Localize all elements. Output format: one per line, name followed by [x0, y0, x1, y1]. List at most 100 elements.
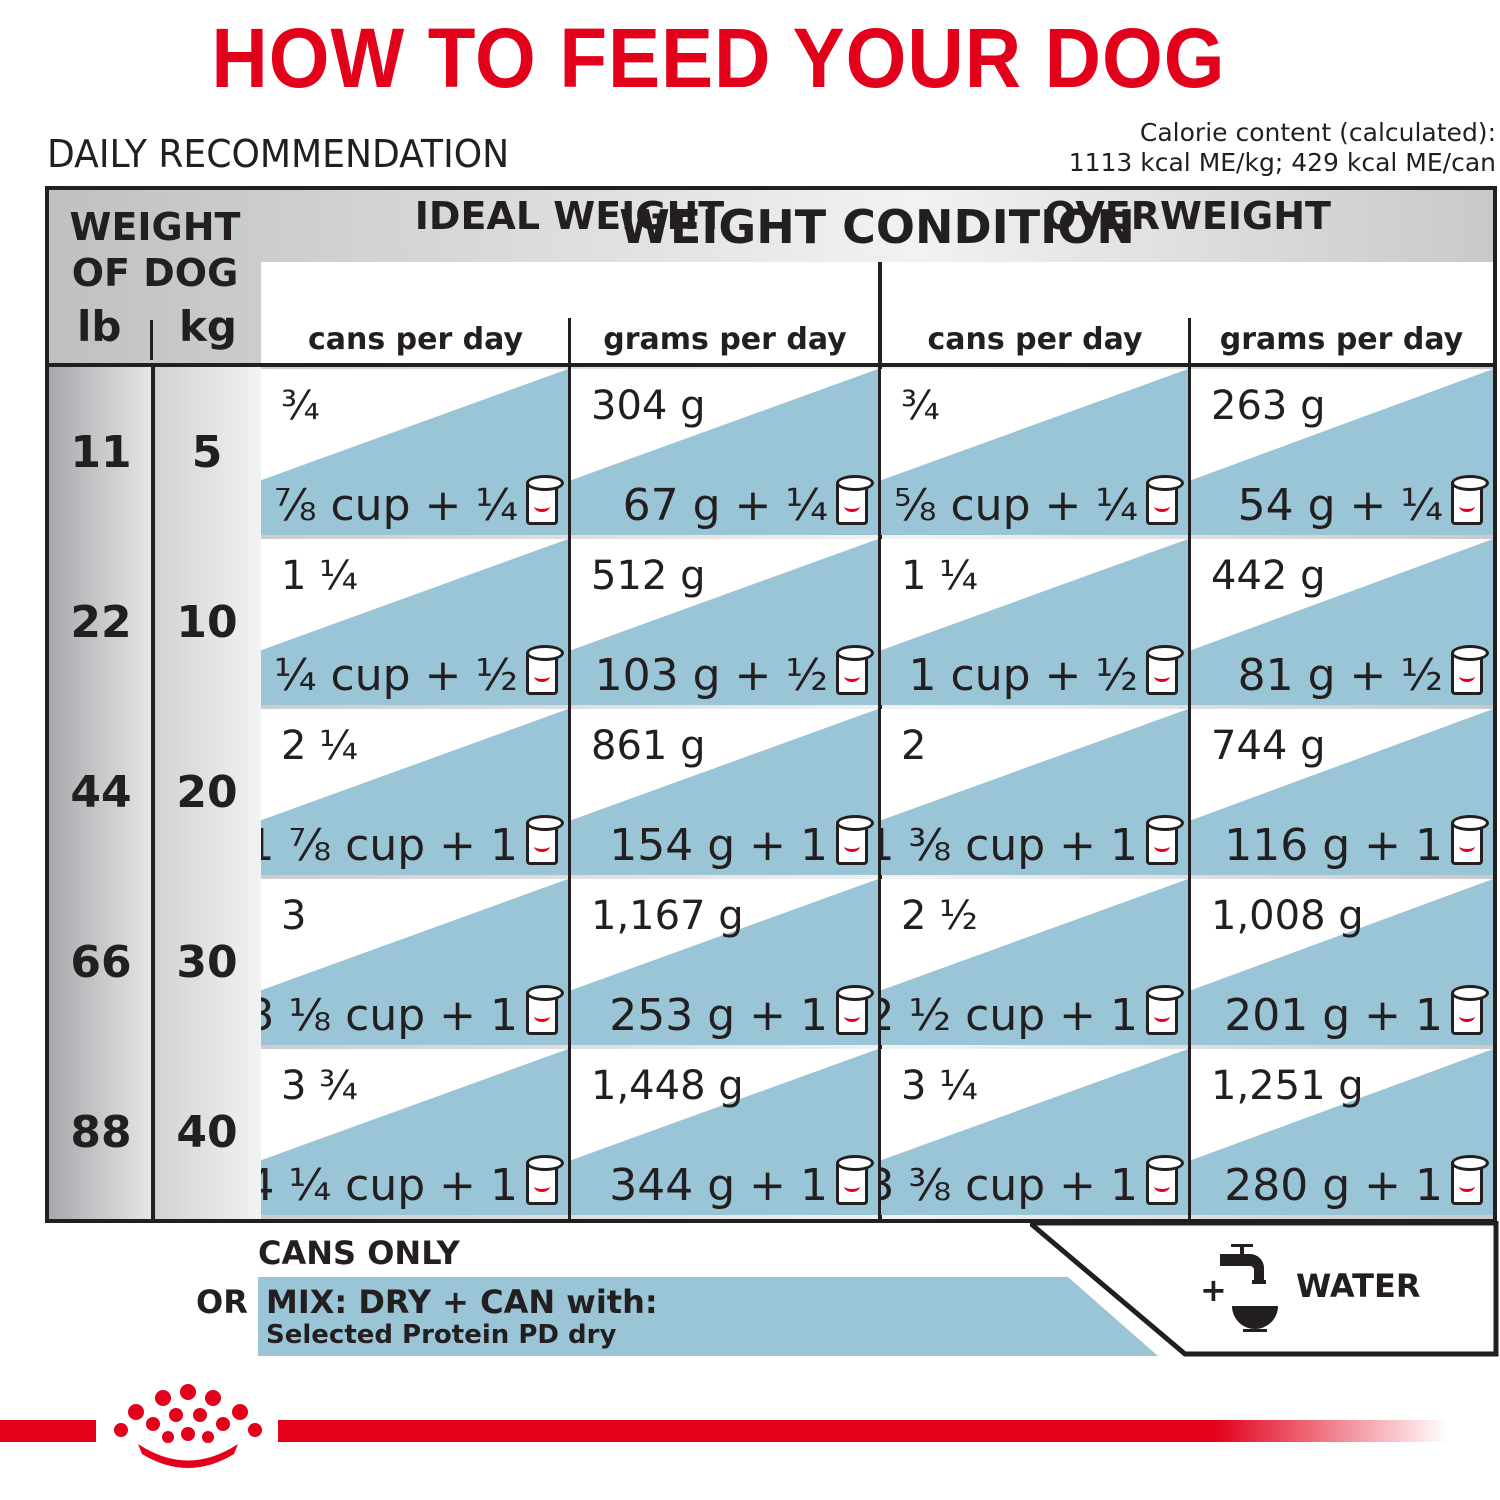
- cell-mix-amount: 3 ⅜ cup + 1: [881, 1160, 1138, 1211]
- plus-sign: +: [1200, 1271, 1227, 1309]
- table-cell: 3 ¼ 3 ⅜ cup + 1: [881, 1049, 1188, 1215]
- can-icon: [836, 985, 874, 1035]
- calorie-line-2: 1113 kcal ME/kg; 429 kcal ME/can: [1068, 148, 1496, 177]
- calorie-line-1: Calorie content (calculated):: [1139, 118, 1496, 147]
- cell-amount: 2 ¼: [281, 723, 358, 769]
- can-icon: [1146, 475, 1184, 525]
- water-label: WATER: [1296, 1267, 1421, 1305]
- cell-mix-amount: 81 g + ½: [1237, 650, 1443, 701]
- cell-amount: 1,448 g: [591, 1063, 744, 1109]
- table-cell: 3 ¾ 4 ¼ cup + 1: [261, 1049, 568, 1215]
- weight-condition-header: WEIGHT CONDITION: [619, 200, 1135, 254]
- cell-amount: 1,251 g: [1211, 1063, 1364, 1109]
- cell-amount: 744 g: [1211, 723, 1326, 769]
- can-icon: [1146, 1155, 1184, 1205]
- weight-kg: 10: [176, 597, 238, 648]
- cell-amount: 442 g: [1211, 553, 1326, 599]
- can-icon: [1451, 815, 1489, 865]
- lb-header: lb: [77, 302, 122, 351]
- col-header: grams per day: [1219, 322, 1464, 357]
- table-cell: 1 ¼ 1 ¼ cup + ½: [261, 539, 568, 705]
- cans-only-label: CANS ONLY: [258, 1234, 460, 1272]
- table-cell: 861 g 154 g + 1: [571, 709, 878, 875]
- or-label: OR: [196, 1283, 248, 1321]
- cell-mix-amount: 1 ¼ cup + ½: [261, 650, 518, 701]
- cell-mix-amount: 280 g + 1: [1224, 1160, 1443, 1211]
- weight-of-dog-header: WEIGHT OF DOG: [69, 205, 241, 295]
- table-cell: 442 g 81 g + ½: [1191, 539, 1493, 705]
- table-cell: 2 1 ⅜ cup + 1: [881, 709, 1188, 875]
- can-icon: [526, 815, 564, 865]
- subheader-area: [261, 262, 1493, 363]
- cell-amount: 3 ¼: [901, 1063, 978, 1109]
- table-cell: 263 g 54 g + ¼: [1191, 369, 1493, 535]
- cell-amount: 1,008 g: [1211, 893, 1364, 939]
- cell-amount: 1 ¼: [901, 553, 978, 599]
- weight-lb: 44: [70, 767, 132, 818]
- cell-amount: 263 g: [1211, 383, 1326, 429]
- col-header: grams per day: [603, 322, 847, 357]
- daily-recommendation-heading: DAILY RECOMMENDATION: [47, 132, 510, 176]
- weight-lb: 88: [70, 1107, 132, 1158]
- table-cell: 512 g 103 g + ½: [571, 539, 878, 705]
- col-header: cans per day: [307, 322, 524, 357]
- group-divider: [878, 262, 882, 1222]
- table-cell: 304 g 67 g + ¼: [571, 369, 878, 535]
- feeding-table: WEIGHT OF DOG lb kg WEIGHT CONDITION IDE…: [45, 186, 1497, 1223]
- cell-amount: 3 ¾: [281, 1063, 358, 1109]
- can-icon: [526, 475, 564, 525]
- table-cell: 1 ¼ 1 cup + ½: [881, 539, 1188, 705]
- cell-mix-amount: 103 g + ½: [594, 650, 828, 701]
- kg-column-bg: [156, 367, 261, 1219]
- weight-lb: 22: [70, 597, 132, 648]
- cell-amount: 512 g: [591, 553, 706, 599]
- can-icon: [526, 1155, 564, 1205]
- can-icon: [1451, 645, 1489, 695]
- col-divider: [568, 318, 571, 1222]
- cell-amount: 1 ¼: [281, 553, 358, 599]
- cell-mix-amount: 67 g + ¼: [622, 480, 828, 531]
- calorie-content: Calorie content (calculated): 1113 kcal …: [1069, 118, 1496, 178]
- weight-lb: 66: [70, 937, 132, 988]
- cell-mix-amount: ⅝ cup + ¼: [893, 480, 1138, 531]
- weight-kg: 20: [176, 767, 238, 818]
- crown-logo: [114, 1384, 262, 1468]
- col-header: cans per day: [927, 322, 1143, 357]
- can-icon: [526, 985, 564, 1035]
- overweight-header: OVERWEIGHT: [1044, 194, 1331, 238]
- cell-amount: 304 g: [591, 383, 706, 429]
- can-icon: [1146, 645, 1184, 695]
- table-cell: 744 g 116 g + 1: [1191, 709, 1493, 875]
- cell-amount: 3: [281, 893, 307, 939]
- col-divider: [1188, 318, 1191, 1222]
- can-icon: [1451, 475, 1489, 525]
- cell-mix-amount: 253 g + 1: [609, 990, 828, 1041]
- can-icon: [1146, 815, 1184, 865]
- weight-kg: 40: [176, 1107, 238, 1158]
- table-cell: 2 ¼ 1 ⅞ cup + 1: [261, 709, 568, 875]
- lb-kg-divider: [151, 367, 155, 1222]
- mix-product: Selected Protein PD dry: [266, 1320, 617, 1350]
- table-cell: ¾ ⅝ cup + ¼: [881, 369, 1188, 535]
- cell-mix-amount: 1 ⅜ cup + 1: [881, 820, 1138, 871]
- table-cell: 1,167 g 253 g + 1: [571, 879, 878, 1045]
- weight-kg: 5: [191, 427, 223, 478]
- lb-column-bg: [49, 367, 153, 1219]
- kg-header: kg: [179, 302, 237, 351]
- cell-mix-amount: 4 ¼ cup + 1: [261, 1160, 518, 1211]
- table-cell: 3 3 ⅛ cup + 1: [261, 879, 568, 1045]
- cell-amount: 2: [901, 723, 927, 769]
- can-icon: [1146, 985, 1184, 1035]
- table-cell: 1,251 g 280 g + 1: [1191, 1049, 1493, 1215]
- table-cell: 1,008 g 201 g + 1: [1191, 879, 1493, 1045]
- water-tap-bowl-icon: [1220, 1244, 1278, 1332]
- cell-amount: 2 ½: [901, 893, 978, 939]
- unit-divider: [150, 320, 153, 360]
- cell-mix-amount: 54 g + ¼: [1237, 480, 1443, 531]
- page-title: HOW TO FEED YOUR DOG: [211, 11, 1226, 105]
- can-icon: [526, 645, 564, 695]
- ideal-weight-header: IDEAL WEIGHT: [414, 194, 725, 238]
- cell-mix-amount: 201 g + 1: [1224, 990, 1443, 1041]
- cell-mix-amount: 344 g + 1: [609, 1160, 828, 1211]
- cell-amount: 861 g: [591, 723, 706, 769]
